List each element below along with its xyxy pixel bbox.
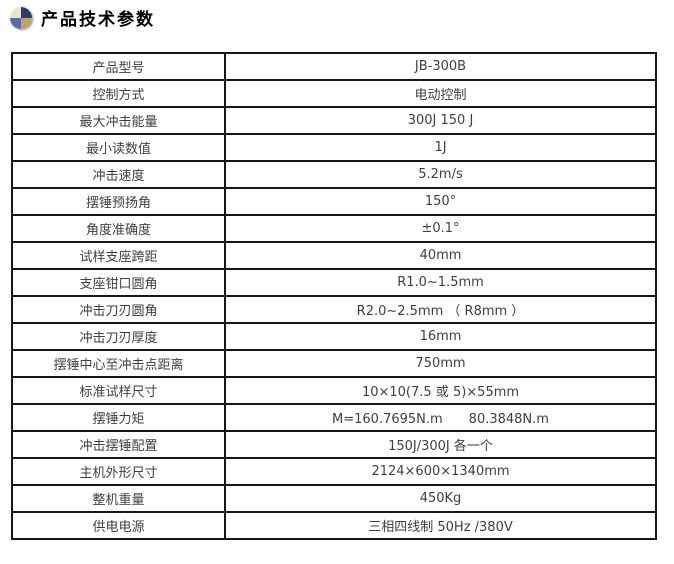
pie-chart-icon [10, 6, 32, 29]
param-value: 150J/300J 各一个 [224, 430, 657, 459]
param-label: 冲击摆锤配置 [11, 430, 226, 459]
param-label: 冲击刀刃厚度 [11, 322, 226, 351]
specs-table-body: 产品型号 JB-300B 控制方式 电动控制 最大冲击能量 300J 150 J… [11, 52, 657, 540]
table-row: 整机重量 450Kg [11, 484, 657, 513]
table-row: 产品型号 JB-300B [11, 52, 657, 81]
param-value: 40mm [224, 241, 657, 270]
param-value: 10×10(7.5 或 5)×55mm [224, 376, 657, 405]
param-value: R2.0~2.5mm （ R8mm ） [224, 295, 657, 324]
table-row: 供电电源 三相四线制 50Hz /380V [11, 511, 657, 540]
param-label: 控制方式 [11, 79, 226, 108]
param-label: 角度准确度 [11, 214, 226, 243]
param-value: M=160.7695N.m 80.3848N.m [224, 403, 657, 432]
param-label: 冲击刀刃圆角 [11, 295, 226, 324]
table-row: 角度准确度 ±0.1° [11, 214, 657, 243]
table-row: 控制方式 电动控制 [11, 79, 657, 108]
table-row: 最小读数值 1J [11, 133, 657, 162]
param-value: ±0.1° [224, 214, 657, 243]
param-label: 主机外形尺寸 [11, 457, 226, 486]
table-row: 冲击刀刃圆角 R2.0~2.5mm （ R8mm ） [11, 295, 657, 324]
param-label: 冲击速度 [11, 160, 226, 189]
table-row: 冲击速度 5.2m/s [11, 160, 657, 189]
param-value: 2124×600×1340mm [224, 457, 657, 486]
param-value: 300J 150 J [224, 106, 657, 135]
table-row: 最大冲击能量 300J 150 J [11, 106, 657, 135]
page-title: 产品技术参数 [41, 10, 155, 30]
table-row: 支座钳口圆角 R1.0~1.5mm [11, 268, 657, 297]
param-label: 整机重量 [11, 484, 226, 513]
param-label: 最小读数值 [11, 133, 226, 162]
table-row: 主机外形尺寸 2124×600×1340mm [11, 457, 657, 486]
param-label: 产品型号 [11, 52, 226, 81]
table-row: 摆锤力矩 M=160.7695N.m 80.3848N.m [11, 403, 657, 432]
table-row: 冲击摆锤配置 150J/300J 各一个 [11, 430, 657, 459]
param-label: 摆锤力矩 [11, 403, 226, 432]
table-row: 标准试样尺寸 10×10(7.5 或 5)×55mm [11, 376, 657, 405]
param-value: R1.0~1.5mm [224, 268, 657, 297]
param-value: 5.2m/s [224, 160, 657, 189]
param-value: 450Kg [224, 484, 657, 513]
table-row: 摆锤预扬角 150° [11, 187, 657, 216]
param-value: 三相四线制 50Hz /380V [224, 511, 657, 540]
param-label: 试样支座跨距 [11, 241, 226, 270]
param-value: 150° [224, 187, 657, 216]
param-label: 标准试样尺寸 [11, 376, 226, 405]
specs-table: 产品型号 JB-300B 控制方式 电动控制 最大冲击能量 300J 150 J… [11, 52, 657, 540]
param-value: JB-300B [224, 52, 657, 81]
param-value: 1J [224, 133, 657, 162]
param-value: 750mm [224, 349, 657, 378]
page-header: 产品技术参数 [10, 5, 155, 30]
param-label: 支座钳口圆角 [11, 268, 226, 297]
param-value: 16mm [224, 322, 657, 351]
table-row: 试样支座跨距 40mm [11, 241, 657, 270]
param-value: 电动控制 [224, 79, 657, 108]
table-row: 冲击刀刃厚度 16mm [11, 322, 657, 351]
param-label: 摆锤中心至冲击点距离 [11, 349, 226, 378]
param-label: 最大冲击能量 [11, 106, 226, 135]
table-row: 摆锤中心至冲击点距离 750mm [11, 349, 657, 378]
param-label: 供电电源 [11, 511, 226, 540]
param-label: 摆锤预扬角 [11, 187, 226, 216]
